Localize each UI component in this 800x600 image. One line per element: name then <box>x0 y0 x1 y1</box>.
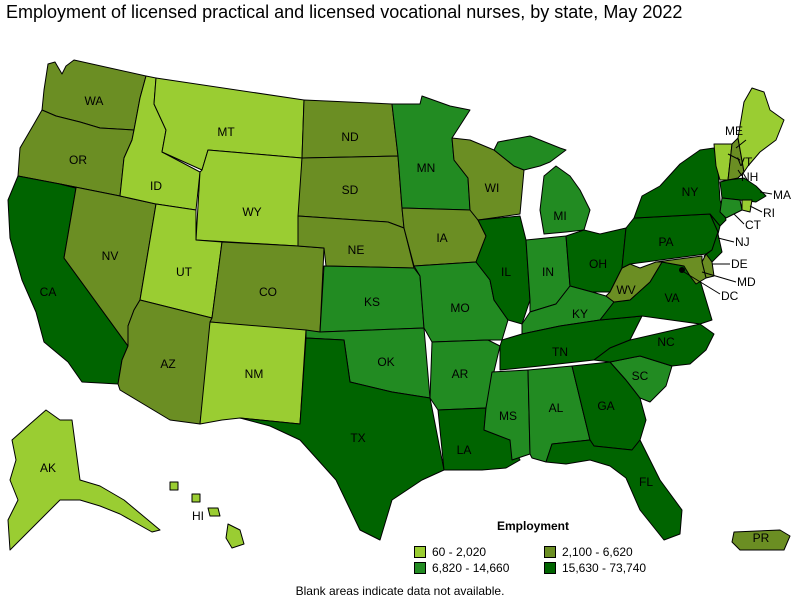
state-label-ne: NE <box>348 243 365 257</box>
state-label-ok: OK <box>377 355 394 369</box>
state-label-la: LA <box>457 443 472 457</box>
state-label-wa: WA <box>85 94 104 108</box>
state-ct[interactable] <box>719 197 743 219</box>
callout-label-md: MD <box>737 275 756 289</box>
state-hi-maui[interactable] <box>207 507 221 517</box>
state-label-nc: NC <box>657 335 675 349</box>
state-hi-kauai[interactable] <box>169 481 179 491</box>
state-label-sd: SD <box>342 183 359 197</box>
state-label-pa: PA <box>658 235 673 249</box>
state-label-mi: MI <box>553 209 566 223</box>
state-label-tx: TX <box>350 431 365 445</box>
legend-swatch-3 <box>414 562 426 574</box>
state-label-ms: MS <box>499 409 517 423</box>
state-label-mn: MN <box>417 161 436 175</box>
state-nc[interactable] <box>593 323 715 367</box>
state-label-va: VA <box>664 291 679 305</box>
legend-item-1: 60 - 2,020 <box>414 545 486 559</box>
callout-label-ct: CT <box>745 218 762 232</box>
state-il[interactable] <box>475 215 531 325</box>
state-tx[interactable] <box>239 337 445 541</box>
state-ri[interactable] <box>741 199 753 213</box>
state-hi[interactable] <box>225 523 245 549</box>
legend-label-2: 2,100 - 6,620 <box>562 545 633 559</box>
state-label-pr: PR <box>753 531 770 545</box>
state-hi-oahu[interactable] <box>191 493 201 503</box>
state-label-id: ID <box>150 179 162 193</box>
state-label-ut: UT <box>176 265 193 279</box>
legend-swatch-1 <box>414 546 426 558</box>
map-title: Employment of licensed practical and lic… <box>6 2 683 22</box>
state-label-ak: AK <box>40 461 56 475</box>
state-label-nm: NM <box>245 367 264 381</box>
state-me[interactable] <box>737 87 785 173</box>
state-label-ny: NY <box>682 185 699 199</box>
callout-label-ma: MA <box>773 188 791 202</box>
state-label-co: CO <box>259 285 277 299</box>
state-label-wi: WI <box>485 181 500 195</box>
state-label-mo: MO <box>450 301 469 315</box>
footnote: Blank areas indicate data not available. <box>295 584 505 598</box>
state-label-in: IN <box>542 265 554 279</box>
state-label-wy: WY <box>242 205 261 219</box>
state-label-or: OR <box>69 153 87 167</box>
legend-title: Employment <box>497 519 570 533</box>
state-label-tn: TN <box>552 345 568 359</box>
state-label-il: IL <box>501 265 511 279</box>
state-label-ia: IA <box>436 231 447 245</box>
state-mi[interactable] <box>493 135 567 171</box>
state-label-oh: OH <box>589 257 607 271</box>
state-fl[interactable] <box>545 439 683 541</box>
state-wy[interactable] <box>195 149 303 247</box>
callout-label-vt: VT <box>737 155 753 169</box>
state-label-ca: CA <box>40 285 57 299</box>
callout-label-ri: RI <box>763 206 775 220</box>
state-label-ky: KY <box>572 307 588 321</box>
legend-swatch-2 <box>544 546 556 558</box>
state-label-al: AL <box>549 401 564 415</box>
legend-item-3: 6,820 - 14,660 <box>414 561 509 575</box>
state-ak[interactable] <box>7 409 161 551</box>
legend-label-4: 15,630 - 73,740 <box>562 561 647 575</box>
state-mi-lower[interactable] <box>539 165 591 235</box>
state-nd[interactable] <box>301 99 399 159</box>
state-label-nv: NV <box>102 249 119 263</box>
state-label-wv: WV <box>616 283 635 297</box>
legend-item-4: 15,630 - 73,740 <box>544 561 646 575</box>
state-ny[interactable] <box>633 147 727 227</box>
state-label-ks: KS <box>364 295 380 309</box>
legend-swatch-4 <box>544 562 556 574</box>
legend-label-3: 6,820 - 14,660 <box>432 561 510 575</box>
state-tn[interactable] <box>499 315 643 371</box>
state-label-fl: FL <box>639 475 653 489</box>
callout-label-nh: NH <box>741 170 758 184</box>
state-label-ga: GA <box>597 399 614 413</box>
state-label-me: ME <box>725 124 743 138</box>
legend-item-2: 2,100 - 6,620 <box>544 545 633 559</box>
state-vt[interactable] <box>713 143 733 181</box>
callout-label-de: DE <box>731 257 748 271</box>
state-label-nd: ND <box>341 130 359 144</box>
dc-marker <box>679 267 685 273</box>
callout-label-dc: DC <box>721 289 739 303</box>
state-label-sc: SC <box>632 369 649 383</box>
state-label-hi: HI <box>192 509 204 523</box>
state-pr[interactable] <box>731 529 791 551</box>
callout-label-nj: NJ <box>735 235 750 249</box>
legend-label-1: 60 - 2,020 <box>432 545 487 559</box>
state-label-az: AZ <box>160 357 175 371</box>
state-label-mt: MT <box>217 125 235 139</box>
state-md[interactable] <box>655 255 707 285</box>
state-label-ar: AR <box>452 367 469 381</box>
